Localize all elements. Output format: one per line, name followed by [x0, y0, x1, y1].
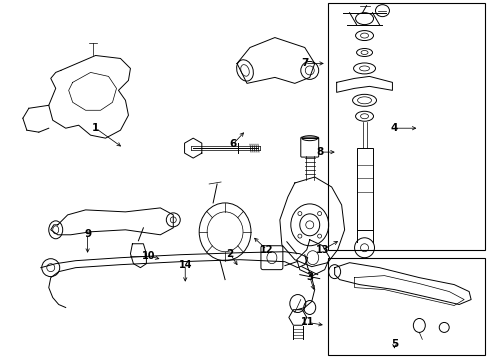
Text: 9: 9: [84, 229, 91, 239]
Text: 3: 3: [306, 272, 314, 282]
Text: 1: 1: [92, 123, 99, 133]
Text: 7: 7: [301, 58, 309, 68]
Text: 11: 11: [301, 318, 315, 328]
Bar: [328, 258, 485, 355]
Bar: [328, 3, 485, 250]
Text: 6: 6: [229, 139, 237, 149]
Text: 2: 2: [226, 249, 234, 259]
Text: 13: 13: [316, 245, 329, 255]
Text: 5: 5: [391, 339, 398, 349]
Text: 12: 12: [260, 245, 274, 255]
Text: 14: 14: [178, 260, 192, 270]
Text: 10: 10: [142, 251, 155, 261]
Text: 8: 8: [316, 147, 323, 157]
Bar: [357, 148, 372, 230]
Text: 4: 4: [391, 123, 398, 133]
